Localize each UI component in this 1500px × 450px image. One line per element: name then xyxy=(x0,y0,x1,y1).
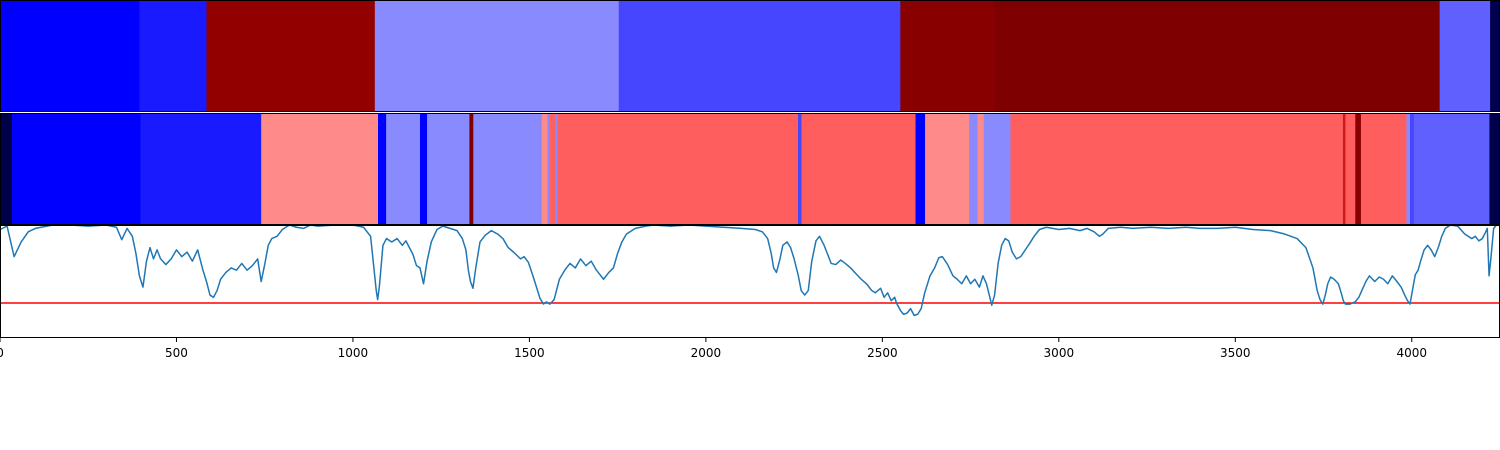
signal-panel xyxy=(0,224,1500,317)
segment-2-22 xyxy=(1010,113,1344,225)
segment-2-9 xyxy=(473,113,543,225)
segment-2-7 xyxy=(427,113,470,225)
segment-2-12 xyxy=(549,113,556,225)
segmentation-panel-1 xyxy=(0,0,1500,112)
segment-2-28 xyxy=(1410,113,1415,225)
segment-1-4 xyxy=(618,0,901,112)
segment-2-2 xyxy=(140,113,262,225)
segment-2-21 xyxy=(983,113,1011,225)
segment-2-17 xyxy=(915,113,926,225)
segment-2-26 xyxy=(1360,113,1407,225)
segment-2-29 xyxy=(1413,113,1490,225)
segment-2-30 xyxy=(1489,113,1500,225)
segment-2-23 xyxy=(1342,113,1346,225)
segment-1-8 xyxy=(1490,0,1500,112)
segment-2-11 xyxy=(547,113,551,225)
x-tick-label-4: 2000 xyxy=(691,346,722,360)
segment-2-24 xyxy=(1345,113,1356,225)
segment-1-2 xyxy=(206,0,376,112)
panel-frame-3 xyxy=(0,225,1500,338)
segment-1-1 xyxy=(139,0,207,112)
segment-2-15 xyxy=(798,113,802,225)
segment-2-10 xyxy=(541,113,548,225)
x-tick-label-8: 4000 xyxy=(1396,346,1427,360)
segment-2-5 xyxy=(386,113,421,225)
segment-2-8 xyxy=(469,113,474,225)
segment-2-3 xyxy=(261,113,379,225)
x-tick-label-7: 3500 xyxy=(1220,346,1251,360)
signal-line xyxy=(0,224,1500,317)
segment-2-27 xyxy=(1406,113,1411,225)
segment-1-3 xyxy=(374,0,620,112)
segment-1-5 xyxy=(900,0,995,112)
segment-1-0 xyxy=(0,0,140,112)
segment-2-6 xyxy=(420,113,428,225)
x-tick-label-2: 1000 xyxy=(338,346,369,360)
segment-2-1 xyxy=(12,113,141,225)
x-tick-label-1: 500 xyxy=(165,346,188,360)
x-tick-label-5: 2500 xyxy=(867,346,898,360)
segment-2-14 xyxy=(557,113,799,225)
segment-2-13 xyxy=(555,113,559,225)
segmentation-panel-2 xyxy=(0,113,1500,225)
x-tick-label-6: 3000 xyxy=(1044,346,1075,360)
segment-1-6 xyxy=(994,0,1441,112)
x-tick-label-0: 0 xyxy=(0,346,4,360)
segment-2-4 xyxy=(378,113,387,225)
segment-2-18 xyxy=(925,113,970,225)
segment-2-25 xyxy=(1355,113,1362,225)
segment-2-0 xyxy=(0,113,13,225)
segment-2-19 xyxy=(969,113,979,225)
segment-2-20 xyxy=(977,113,985,225)
x-tick-label-3: 1500 xyxy=(514,346,545,360)
segment-1-7 xyxy=(1439,0,1491,112)
segment-2-16 xyxy=(801,113,916,225)
x-axis: 0 500 1000 1500 2000 2500 3000 3500 4000 xyxy=(0,338,1427,360)
